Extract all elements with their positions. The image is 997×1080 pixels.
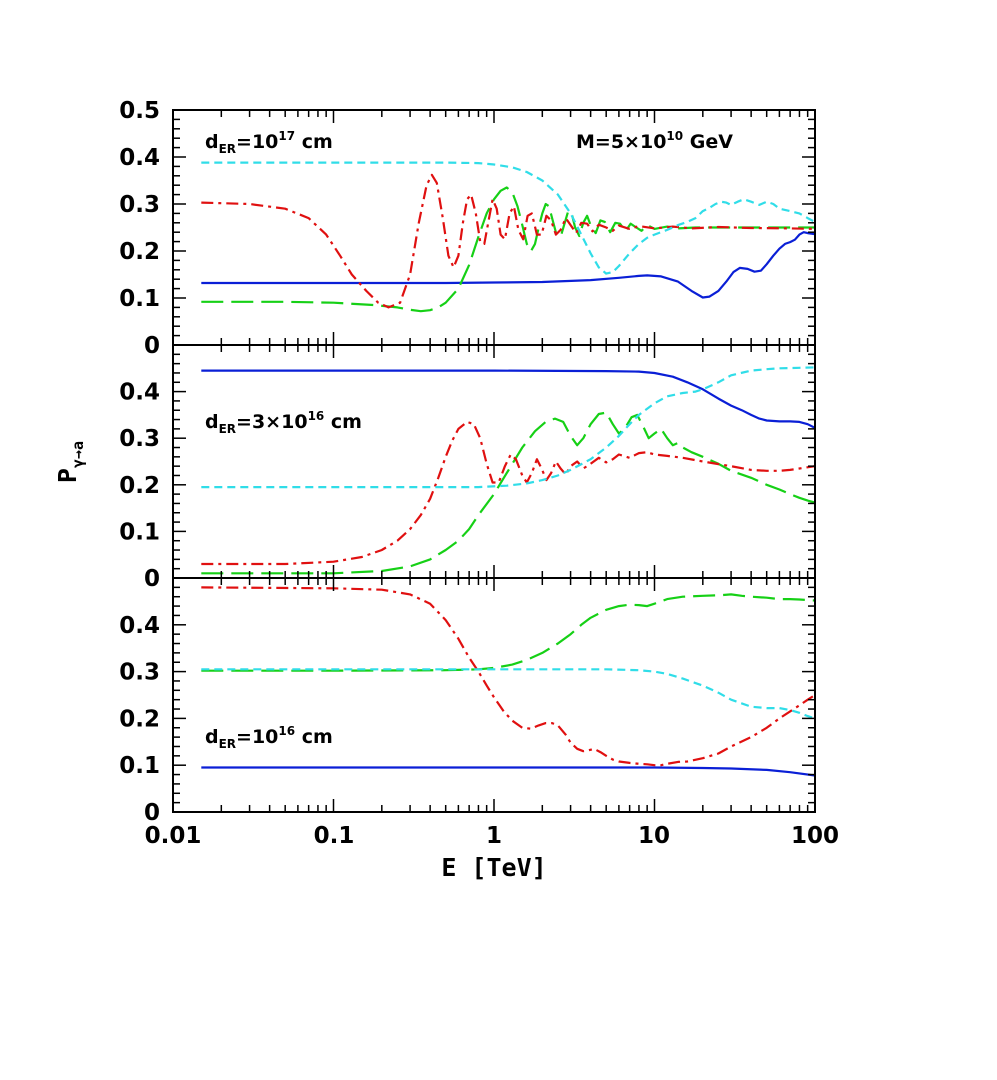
panel-1-mass-label: M=5×1010 GeV	[576, 129, 733, 153]
y-axis-label-main: P	[53, 468, 82, 483]
y-tick-label-panel-3: 0.1	[119, 753, 160, 779]
y-tick-label-panel-1: 0.4	[119, 145, 160, 171]
panel-1-distance-label: dER=1017 cm	[205, 129, 333, 156]
series-solid-panel-3	[201, 766, 815, 777]
panel-3: 0 0.1 0.2 0.3 0.4	[119, 577, 816, 826]
y-tick-label-panel-2: 0.2	[119, 473, 160, 499]
y-tick-label-panel-1: 0.3	[119, 192, 160, 218]
series-long-dash-panel-3	[201, 593, 815, 672]
y-tick-label-panel-1: 0.5	[119, 98, 160, 124]
series-dash-dot-panel-3	[201, 586, 815, 767]
series-dash-dot-panel-2	[201, 420, 815, 566]
x-tick-label-2: 1	[486, 823, 502, 849]
x-tick-label-3: 10	[638, 823, 670, 849]
panel-1: 0 0.1 0.2 0.3 0.4 0.5	[119, 98, 816, 359]
y-axis-label-sub: γ→a	[69, 441, 87, 468]
y-tick-label-panel-3: 0.3	[119, 660, 160, 686]
series-short-dash-panel-3	[201, 668, 815, 720]
y-tick-label-panel-2: 0.3	[119, 426, 160, 452]
x-axis-label: E [TeV]	[441, 853, 546, 882]
y-axis-label: Pγ→a	[53, 441, 87, 483]
x-tick-label-1: 0.1	[314, 823, 355, 849]
y-tick-label-panel-3: 0	[144, 800, 160, 826]
y-tick-label-panel-1: 0	[144, 333, 160, 359]
series-solid-panel-1	[201, 231, 815, 299]
x-tick-label-4: 100	[791, 823, 839, 849]
panel-2-distance-label: dER=3×1016 cm	[205, 409, 362, 436]
series-short-dash-panel-1	[201, 161, 815, 275]
y-tick-label-panel-2: 0	[144, 566, 160, 592]
svg-text:Pγ→a: Pγ→a	[53, 441, 87, 483]
plot-area: 00.10.20.30.40.500.10.20.30.400.10.20.30…	[119, 98, 816, 826]
series-long-dash-panel-2	[201, 411, 815, 575]
x-tick-label-0: 0.01	[145, 823, 202, 849]
y-tick-label-panel-2: 0.1	[119, 519, 160, 545]
y-tick-label-panel-1: 0.2	[119, 239, 160, 265]
series-dash-dot-panel-1	[201, 173, 815, 309]
y-tick-label-panel-3: 0.2	[119, 706, 160, 732]
panel-3-distance-label: dER=1016 cm	[205, 724, 333, 751]
series-short-dash-panel-2	[201, 366, 815, 489]
y-tick-label-panel-1: 0.1	[119, 286, 160, 312]
y-tick-label-panel-2: 0.4	[119, 380, 160, 406]
y-tick-label-panel-3: 0.4	[119, 613, 160, 639]
series-solid-panel-2	[201, 369, 815, 429]
